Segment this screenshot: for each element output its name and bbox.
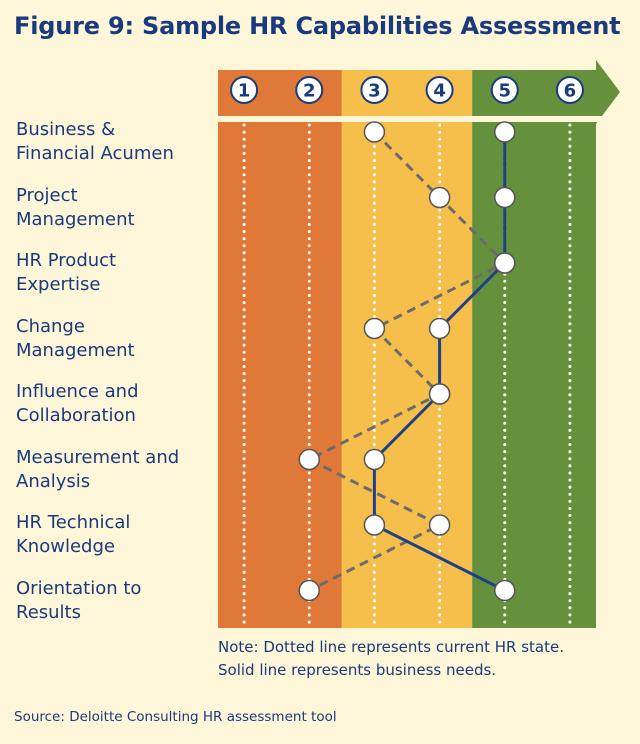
figure-title: Figure 9: Sample HR Capabilities Assessm… [14, 12, 621, 40]
category-label-line: Analysis [16, 470, 91, 492]
category-label-line: Management [16, 208, 135, 230]
category-label-line: Financial Acumen [16, 143, 174, 164]
category-label-line: Results [16, 601, 81, 623]
category-label: HR Technical Knowledge [16, 511, 212, 559]
score-circle-2 [295, 76, 324, 104]
point-needs-3 [494, 252, 516, 274]
category-label: Business & Financial Acumen [16, 118, 212, 166]
category-label: Measurement and Analysis [16, 446, 212, 494]
point-needs-7 [363, 514, 386, 536]
score-circle-3 [360, 76, 389, 104]
score-label-5: 5 [498, 81, 511, 102]
note-line-dotted: Note: Dotted line represents current HR … [218, 638, 564, 656]
category-label: Orientation to Results [16, 577, 212, 625]
header-arrow [596, 60, 620, 124]
category-label: HR Product Expertise [16, 249, 212, 297]
category-label-line: Expertise [16, 274, 101, 295]
score-circle-1 [230, 76, 259, 104]
score-circle-6 [555, 76, 584, 104]
point-current-7 [428, 514, 451, 536]
point-needs-5 [428, 383, 451, 405]
point-needs-1 [494, 121, 516, 143]
point-needs-6 [363, 448, 386, 471]
score-label-4: 4 [433, 81, 446, 102]
point-current-4 [363, 317, 386, 340]
category-label: Project Management [16, 184, 212, 232]
category-label-line: Collaboration [16, 405, 136, 426]
band-3 [472, 70, 596, 628]
score-circle-5 [490, 76, 519, 104]
point-current-8 [298, 579, 320, 602]
category-label-line: Influence and [16, 381, 139, 402]
category-label-line: Measurement and [16, 446, 180, 468]
category-label-line: Project [16, 184, 78, 206]
category-label-line: Management [16, 339, 135, 361]
point-current-1 [363, 121, 386, 143]
score-circle-4 [425, 76, 454, 104]
band-1 [218, 70, 342, 628]
series-lines [305, 130, 508, 592]
category-label-line: HR Technical [16, 512, 131, 533]
point-needs-8 [494, 579, 516, 602]
line-current-state [305, 130, 508, 592]
score-label-2: 2 [303, 81, 316, 102]
score-label-6: 6 [564, 81, 577, 102]
chart-note: Note: Dotted line represents current HR … [218, 636, 628, 682]
note-line-solid: Solid line represents business needs. [218, 661, 497, 679]
category-label-line: Change [16, 315, 85, 337]
point-current-6 [298, 448, 320, 471]
score-bands [218, 70, 596, 628]
series-points [298, 121, 516, 602]
header-separator [218, 116, 602, 122]
band-2 [341, 70, 473, 628]
category-label: Change Management [16, 315, 212, 363]
point-needs-4 [428, 317, 451, 340]
category-label-line: Business & [16, 119, 116, 140]
category-label-line: HR Product [16, 250, 117, 271]
score-label-1: 1 [238, 81, 251, 102]
point-needs-2 [494, 186, 516, 209]
score-header: 1 2 3 4 5 6 [218, 60, 620, 124]
line-business-needs [372, 132, 507, 592]
point-current-2 [428, 186, 451, 209]
source-text: Source: Deloitte Consulting HR assessmen… [14, 709, 337, 725]
category-label: Influence and Collaboration [16, 380, 212, 428]
category-label-line: Orientation to [16, 577, 142, 599]
category-label-line: Knowledge [16, 536, 115, 557]
score-label-3: 3 [368, 81, 381, 102]
